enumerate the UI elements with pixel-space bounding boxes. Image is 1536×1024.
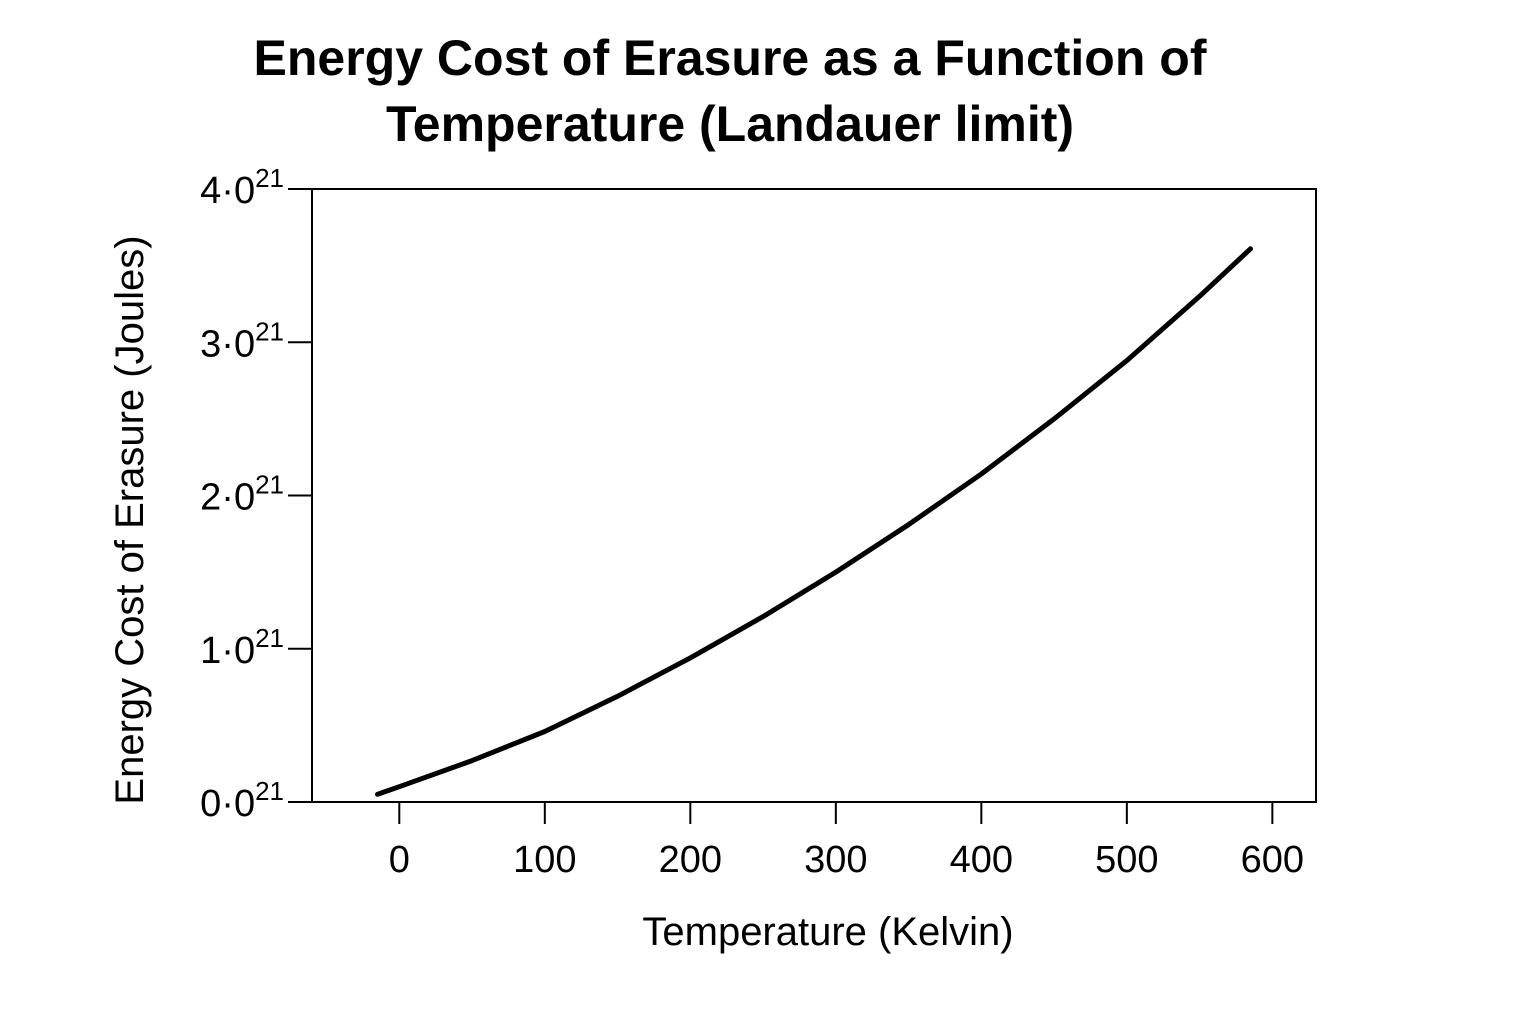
x-tick-label: 300 — [804, 839, 867, 881]
x-tick-label: 100 — [513, 839, 576, 881]
x-tick-label: 200 — [659, 839, 722, 881]
x-tick-label: 400 — [950, 839, 1013, 881]
y-tick-label-exponent: 21 — [255, 776, 284, 806]
y-tick-label: 1·021 — [200, 623, 284, 672]
x-tick-label: 600 — [1241, 839, 1304, 881]
chart-title: Energy Cost of Erasure as a Function of T… — [254, 30, 1207, 152]
series-line — [375, 246, 1253, 797]
x-tick-label: 0 — [389, 839, 410, 881]
y-tick-label-base: 2·0 — [200, 477, 255, 519]
y-tick-label: 0·021 — [200, 776, 284, 825]
y-tick-label-exponent: 21 — [255, 623, 284, 653]
y-tick-label: 3·021 — [200, 316, 284, 365]
y-tick-label-exponent: 21 — [255, 316, 284, 346]
y-tick-label-base: 1·0 — [200, 630, 255, 672]
chart-title-line-2: Temperature (Landauer limit) — [386, 96, 1074, 152]
y-tick-label-exponent: 21 — [255, 163, 284, 193]
y-axis-label: Energy Cost of Erasure (Joules) — [108, 235, 152, 804]
plot-frame — [311, 188, 1317, 803]
y-tick-label-base: 3·0 — [200, 323, 255, 365]
y-tick-label: 4·021 — [200, 163, 284, 212]
y-tick-label: 2·021 — [200, 470, 284, 519]
y-tick-label-base: 4·0 — [200, 170, 255, 212]
chart-title-line-1: Energy Cost of Erasure as a Function of — [254, 30, 1207, 86]
x-axis: 0 100 200 300 400 500 600 — [389, 802, 1304, 881]
x-axis-label: Temperature (Kelvin) — [642, 910, 1013, 954]
y-tick-label-base: 0·0 — [200, 783, 255, 825]
series-group — [375, 246, 1253, 797]
y-tick-label-exponent: 21 — [255, 470, 284, 500]
x-tick-label: 500 — [1095, 839, 1158, 881]
